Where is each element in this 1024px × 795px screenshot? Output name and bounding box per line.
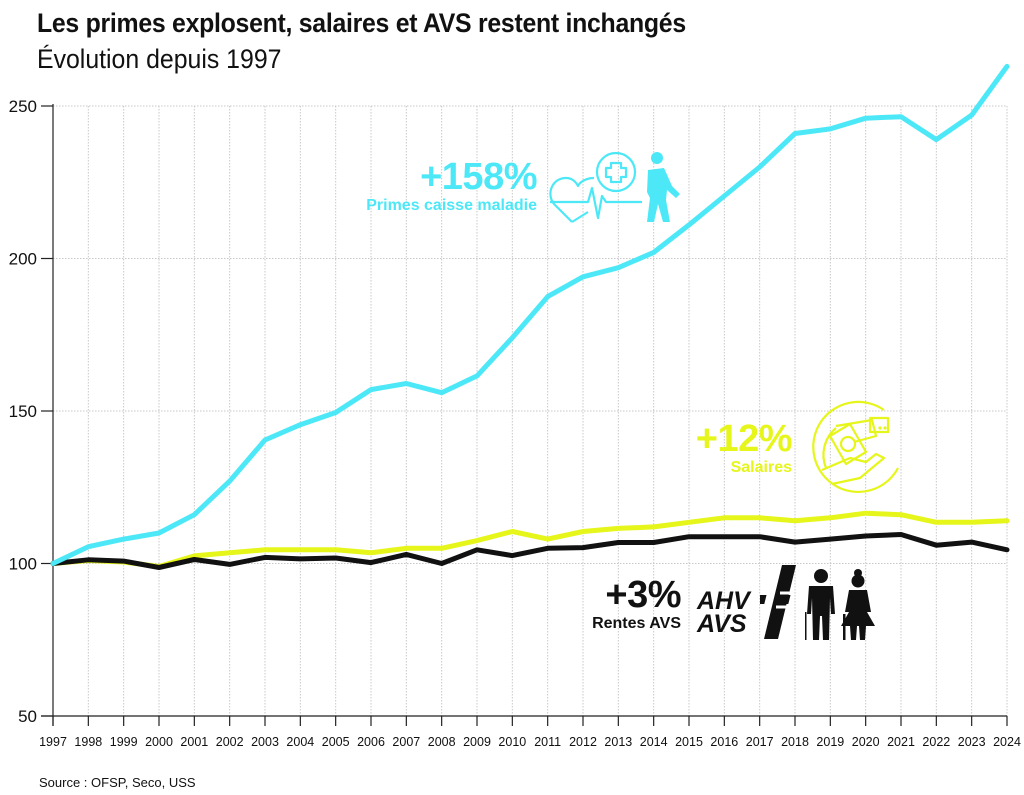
series-lines bbox=[50, 63, 1010, 570]
annotation-avs-pct: +3% bbox=[605, 574, 681, 616]
x-tick-label: 2002 bbox=[216, 735, 244, 749]
annotation-avs-label: Rentes AVS bbox=[592, 615, 681, 632]
x-tick-label: 2009 bbox=[463, 735, 491, 749]
series-line-primes bbox=[50, 63, 1010, 566]
x-tick-label: 2016 bbox=[710, 735, 738, 749]
x-tick-label: 2012 bbox=[569, 735, 597, 749]
ahv-avs-logo: AHV AVS bbox=[697, 587, 750, 638]
x-tick-label: 2021 bbox=[887, 735, 915, 749]
x-tick-label: 2024 bbox=[993, 735, 1021, 749]
x-tick-label: 2007 bbox=[392, 735, 420, 749]
annotation-primes: +158% Primes caisse maladie bbox=[366, 158, 537, 216]
source-note: Source : OFSP, Seco, USS bbox=[39, 775, 196, 790]
money-hand-exchange-icon bbox=[812, 400, 899, 493]
y-tick-label: 200 bbox=[9, 250, 37, 269]
annotation-avs: +3% Rentes AVS bbox=[592, 576, 681, 634]
chart-title: Les primes explosent, salaires et AVS re… bbox=[37, 8, 686, 38]
y-tick-label: 100 bbox=[9, 555, 37, 574]
x-tick-label: 2017 bbox=[746, 735, 774, 749]
y-tick-label: 50 bbox=[18, 707, 37, 726]
series-line-salaires bbox=[50, 510, 1010, 569]
x-tick-label: 2008 bbox=[428, 735, 456, 749]
x-tick-label: 1997 bbox=[39, 735, 67, 749]
annotation-salaires-label: Salaires bbox=[730, 459, 792, 476]
x-tick-label: 2013 bbox=[604, 735, 632, 749]
x-tick-label: 2015 bbox=[675, 735, 703, 749]
x-tick-label: 2014 bbox=[640, 735, 668, 749]
elderly-couple-icon bbox=[805, 569, 875, 640]
ahv-slash-cross-icon bbox=[760, 565, 796, 639]
avs-logo-text: AVS bbox=[697, 610, 747, 638]
x-tick-label: 2005 bbox=[322, 735, 350, 749]
y-tick-label: 250 bbox=[9, 97, 37, 116]
x-tick-label: 2010 bbox=[498, 735, 526, 749]
ahv-logo-text: AHV bbox=[697, 587, 750, 615]
x-tick-label: 2018 bbox=[781, 735, 809, 749]
x-tick-label: 2003 bbox=[251, 735, 279, 749]
x-tick-label: 2000 bbox=[145, 735, 173, 749]
x-tick-label: 2006 bbox=[357, 735, 385, 749]
chart-subtitle: Évolution depuis 1997 bbox=[37, 44, 282, 74]
y-tick-label: 150 bbox=[9, 402, 37, 421]
annotation-salaires: +12% Salaires bbox=[695, 418, 793, 478]
x-tick-label: 2023 bbox=[958, 735, 986, 749]
annotation-salaires-pct: +12% bbox=[695, 418, 793, 460]
axes: 50 100 150 200 250 1997 1998 1999 2000 2001 2002 20… bbox=[9, 97, 1021, 749]
x-tick-label: 1999 bbox=[110, 735, 138, 749]
health-heart-patient-icon bbox=[549, 151, 680, 223]
x-tick-label: 2020 bbox=[852, 735, 880, 749]
x-tick-label: 2001 bbox=[180, 735, 208, 749]
annotation-primes-pct: +158% bbox=[420, 156, 537, 198]
x-tick-label: 2019 bbox=[816, 735, 844, 749]
x-tick-label: 1998 bbox=[74, 735, 102, 749]
x-tick-label: 2011 bbox=[534, 735, 561, 749]
x-tick-label: 2022 bbox=[922, 735, 950, 749]
series-line-avs bbox=[50, 532, 1010, 570]
annotation-primes-label: Primes caisse maladie bbox=[366, 197, 537, 214]
x-tick-label: 2004 bbox=[286, 735, 314, 749]
